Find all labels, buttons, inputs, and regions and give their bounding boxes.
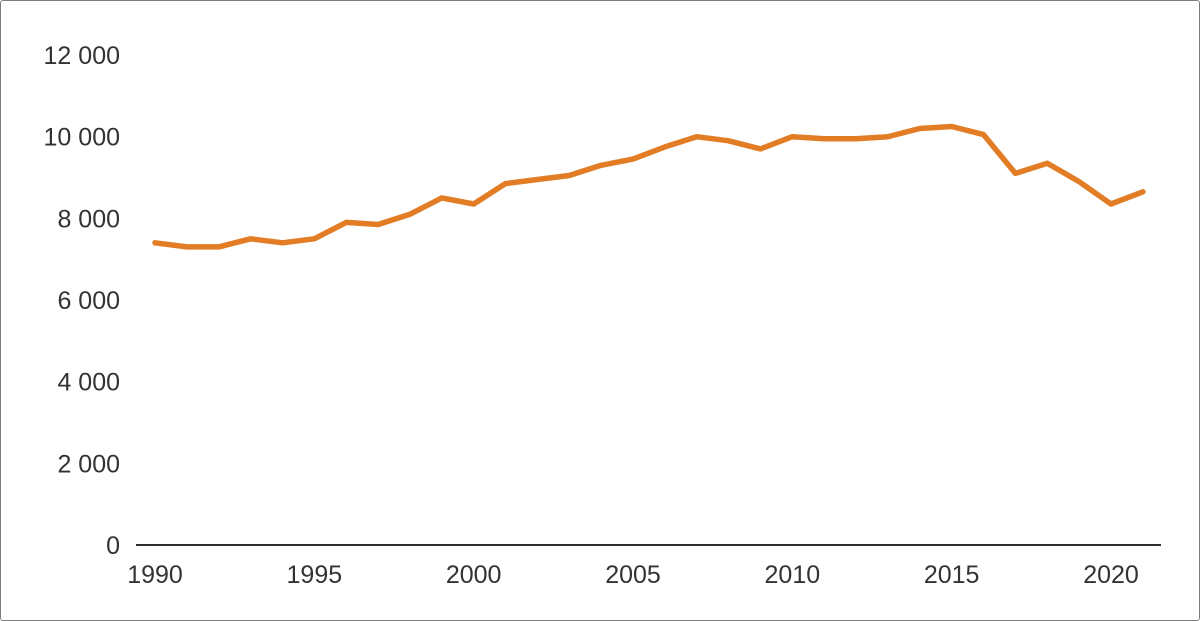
y-axis-tick-label: 10 000	[44, 124, 120, 152]
x-axis-tick-label: 2005	[605, 561, 661, 589]
x-axis-tick-label: 2010	[765, 561, 821, 589]
x-axis-tick-label: 2000	[446, 561, 502, 589]
y-axis-tick-label: 4 000	[57, 369, 120, 397]
y-axis-tick-label: 6 000	[57, 287, 120, 315]
x-axis-tick-label: 2015	[924, 561, 980, 589]
x-axis-tick-label: 1995	[287, 561, 343, 589]
x-axis-tick-label: 2020	[1083, 561, 1139, 589]
y-axis-tick-label: 12 000	[44, 42, 120, 70]
y-axis-tick-label: 0	[106, 532, 120, 560]
x-axis-tick-label: 1990	[127, 561, 183, 589]
data-line-line-series	[152, 123, 1146, 250]
y-axis-tick-label: 2 000	[57, 450, 120, 478]
y-axis-tick-label: 8 000	[57, 205, 120, 233]
